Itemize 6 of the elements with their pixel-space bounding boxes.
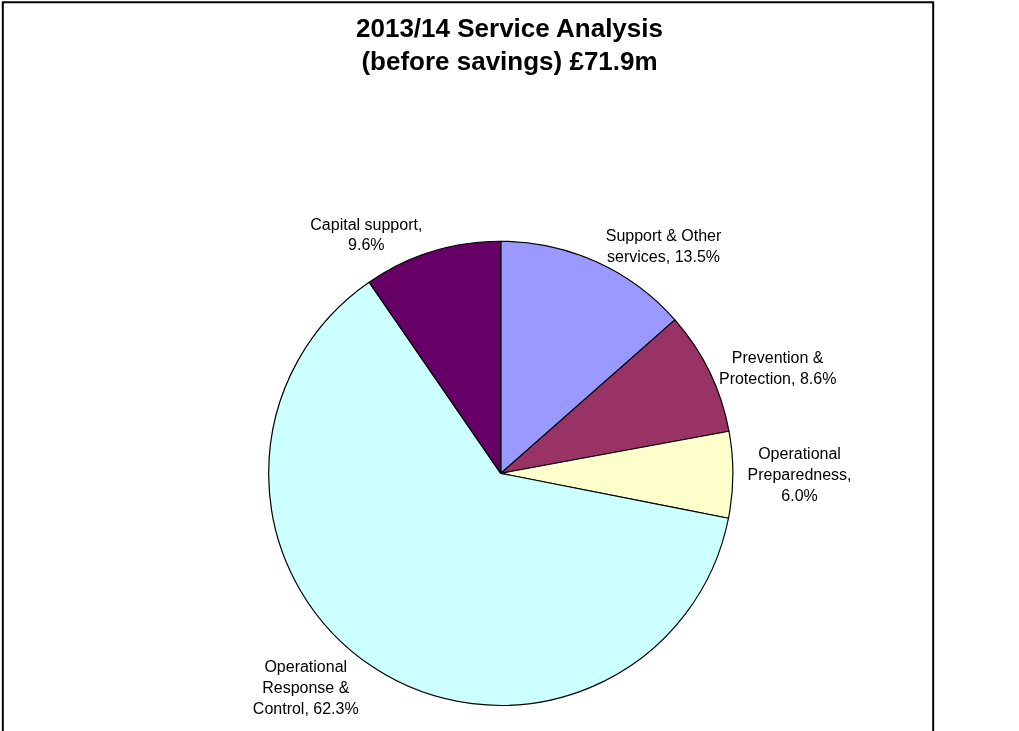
- chart-title: 2013/14 Service Analysis (before savings) £71.9m: [356, 12, 663, 77]
- slice-label: Operational Preparedness, 6.0%: [747, 445, 852, 505]
- slice-label: Prevention & Protection, 8.6%: [718, 349, 837, 388]
- slice-label: Capital support, 9.6%: [310, 215, 423, 254]
- slice-label: Support & Other services, 13.5%: [605, 227, 723, 265]
- slice-label: Operational Response & Control, 62.3%: [252, 658, 359, 718]
